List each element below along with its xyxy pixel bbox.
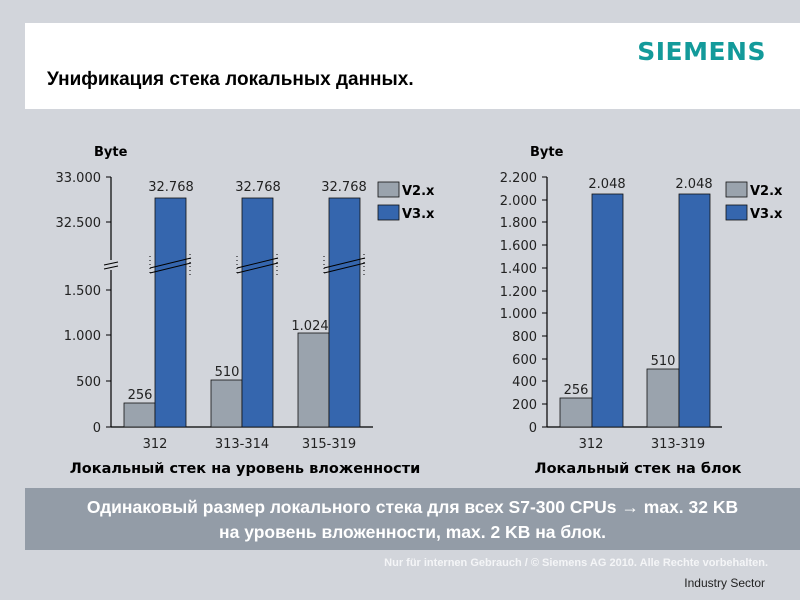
- legend-label-v3: V3.x: [402, 207, 435, 222]
- industry-sector-label: Industry Sector: [684, 576, 765, 590]
- legend-swatch-v3: [725, 204, 748, 221]
- right-ylabel: Byte: [530, 145, 564, 160]
- v2-label: 256: [564, 383, 589, 398]
- right-tick: 600: [512, 353, 537, 368]
- banner-line-1: Одинаковый размер локального стека для в…: [86, 497, 739, 517]
- right-tick: 1.200: [500, 285, 537, 300]
- bar-v2-315-319: [297, 332, 330, 428]
- right-tick: 2.000: [500, 194, 537, 209]
- v3-label: 32.768: [321, 180, 367, 195]
- right-tick: 1.600: [500, 239, 537, 254]
- category-label: 312: [579, 437, 604, 452]
- bar-v3-313-314: [241, 197, 274, 428]
- bar-break-marks: [149, 257, 366, 274]
- header: SIEMENS Унификация стека локальных данны…: [25, 23, 800, 109]
- v2-label: 1.024: [291, 319, 328, 334]
- left-tick: 1.500: [64, 284, 101, 299]
- left-tick: 500: [76, 375, 101, 390]
- bar-v3-312: [154, 197, 187, 428]
- bar-v2-312-block: [559, 397, 593, 428]
- left-tick: 33.000: [56, 171, 102, 186]
- left-chart: Byte 33.000 32.500 1.500 1.000 500 0: [56, 145, 436, 477]
- legend-label-v2: V2.x: [750, 184, 783, 199]
- siemens-logo: SIEMENS: [637, 37, 766, 66]
- right-tick: 2.200: [500, 171, 537, 186]
- bar-v2-313-314: [210, 379, 243, 428]
- right-tick: 200: [512, 398, 537, 413]
- left-tick: 0: [93, 421, 101, 436]
- bar-v3-315-319: [328, 197, 361, 428]
- v3-label: 32.768: [235, 180, 281, 195]
- v3-label: 32.768: [148, 180, 194, 195]
- legend-swatch-v3: [377, 204, 400, 221]
- right-tick: 1.400: [500, 262, 537, 277]
- right-tick: 800: [512, 330, 537, 345]
- category-label: 315-319: [302, 437, 356, 452]
- left-tick: 32.500: [56, 216, 102, 231]
- right-tick: 1.000: [500, 307, 537, 322]
- category-label: 312: [143, 437, 168, 452]
- left-tick: 1.000: [64, 329, 101, 344]
- bar-v2-312: [123, 402, 156, 428]
- legend-swatch-v2: [725, 181, 748, 198]
- bar-v3-313-319-block: [678, 193, 711, 428]
- v2-label: 510: [215, 365, 240, 380]
- copyright-notice: Nur für internen Gebrauch / © Siemens AG…: [384, 557, 768, 569]
- right-tick: 0: [529, 421, 537, 436]
- page-title: Унификация стека локальных данных.: [47, 69, 414, 90]
- v2-label: 256: [128, 388, 153, 403]
- right-xlabel: Локальный стек на блок: [535, 461, 742, 477]
- right-tick: 1.800: [500, 216, 537, 231]
- legend-label-v3: V3.x: [750, 207, 783, 222]
- bar-v2-313-319-block: [646, 368, 680, 428]
- banner-line-2: на уровень вложенности, max. 2 KB на бло…: [219, 522, 606, 542]
- legend-swatch-v2: [377, 181, 400, 198]
- category-label: 313-319: [651, 437, 705, 452]
- left-xlabel: Локальный стек на уровень вложенности: [70, 461, 421, 477]
- v3-label: 2.048: [588, 177, 625, 192]
- right-tick: 400: [512, 375, 537, 390]
- v2-label: 510: [651, 354, 676, 369]
- bar-v3-312-block: [591, 193, 624, 428]
- v3-label: 2.048: [675, 177, 712, 192]
- legend-label-v2: V2.x: [402, 184, 435, 199]
- category-label: 313-314: [215, 437, 269, 452]
- left-ylabel: Byte: [94, 145, 128, 160]
- right-chart: Byte 2.200 2.000 1.800 1.600 1.400 1.200…: [500, 145, 783, 477]
- summary-banner: Одинаковый размер локального стека для в…: [25, 488, 800, 550]
